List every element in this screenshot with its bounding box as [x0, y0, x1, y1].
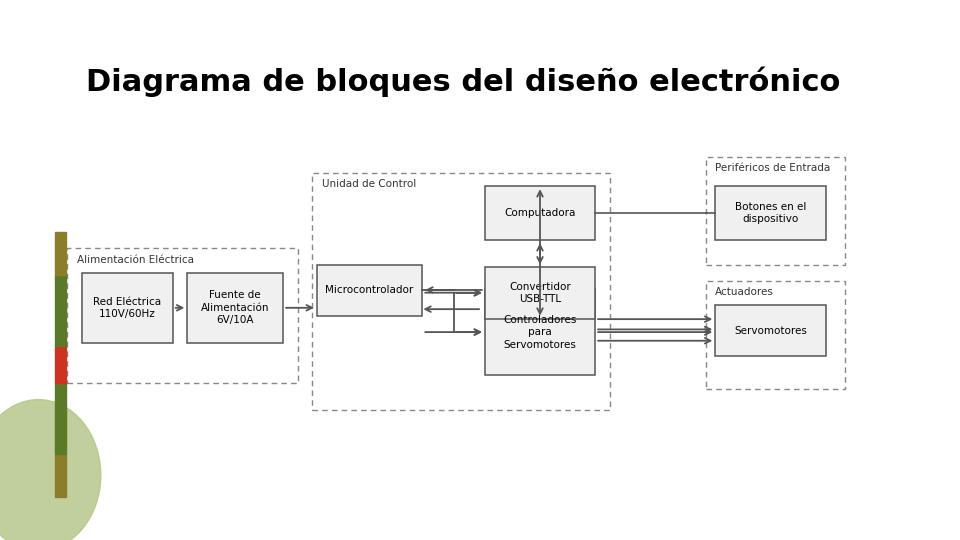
Text: Convertidor
USB-TTL: Convertidor USB-TTL	[509, 282, 571, 304]
FancyBboxPatch shape	[317, 265, 422, 316]
Text: Servomotores: Servomotores	[734, 326, 806, 336]
FancyBboxPatch shape	[485, 186, 595, 240]
Text: Actuadores: Actuadores	[715, 287, 774, 298]
Text: Periféricos de Entrada: Periféricos de Entrada	[715, 163, 830, 173]
Text: Unidad de Control: Unidad de Control	[322, 179, 416, 190]
Text: Red Eléctrica
110V/60Hz: Red Eléctrica 110V/60Hz	[93, 296, 161, 319]
FancyBboxPatch shape	[485, 289, 595, 375]
Text: Fuente de
Alimentación
6V/10A: Fuente de Alimentación 6V/10A	[201, 291, 270, 325]
Bar	[55, 232, 66, 275]
Text: Computadora: Computadora	[504, 208, 576, 218]
FancyBboxPatch shape	[187, 273, 283, 343]
FancyBboxPatch shape	[715, 186, 826, 240]
FancyBboxPatch shape	[82, 273, 173, 343]
FancyBboxPatch shape	[485, 267, 595, 319]
Text: Diagrama de bloques del diseño electrónico: Diagrama de bloques del diseño electróni…	[86, 67, 841, 97]
Bar	[55, 383, 66, 454]
Text: Controladores
para
Servomotores: Controladores para Servomotores	[503, 315, 577, 349]
Ellipse shape	[0, 400, 101, 540]
Bar	[55, 275, 66, 346]
Text: Alimentación Eléctrica: Alimentación Eléctrica	[77, 255, 194, 265]
Text: Microcontrolador: Microcontrolador	[325, 285, 414, 295]
FancyBboxPatch shape	[715, 305, 826, 356]
Bar	[55, 454, 66, 497]
Bar	[55, 346, 66, 383]
Text: Botones en el
dispositivo: Botones en el dispositivo	[734, 202, 806, 225]
